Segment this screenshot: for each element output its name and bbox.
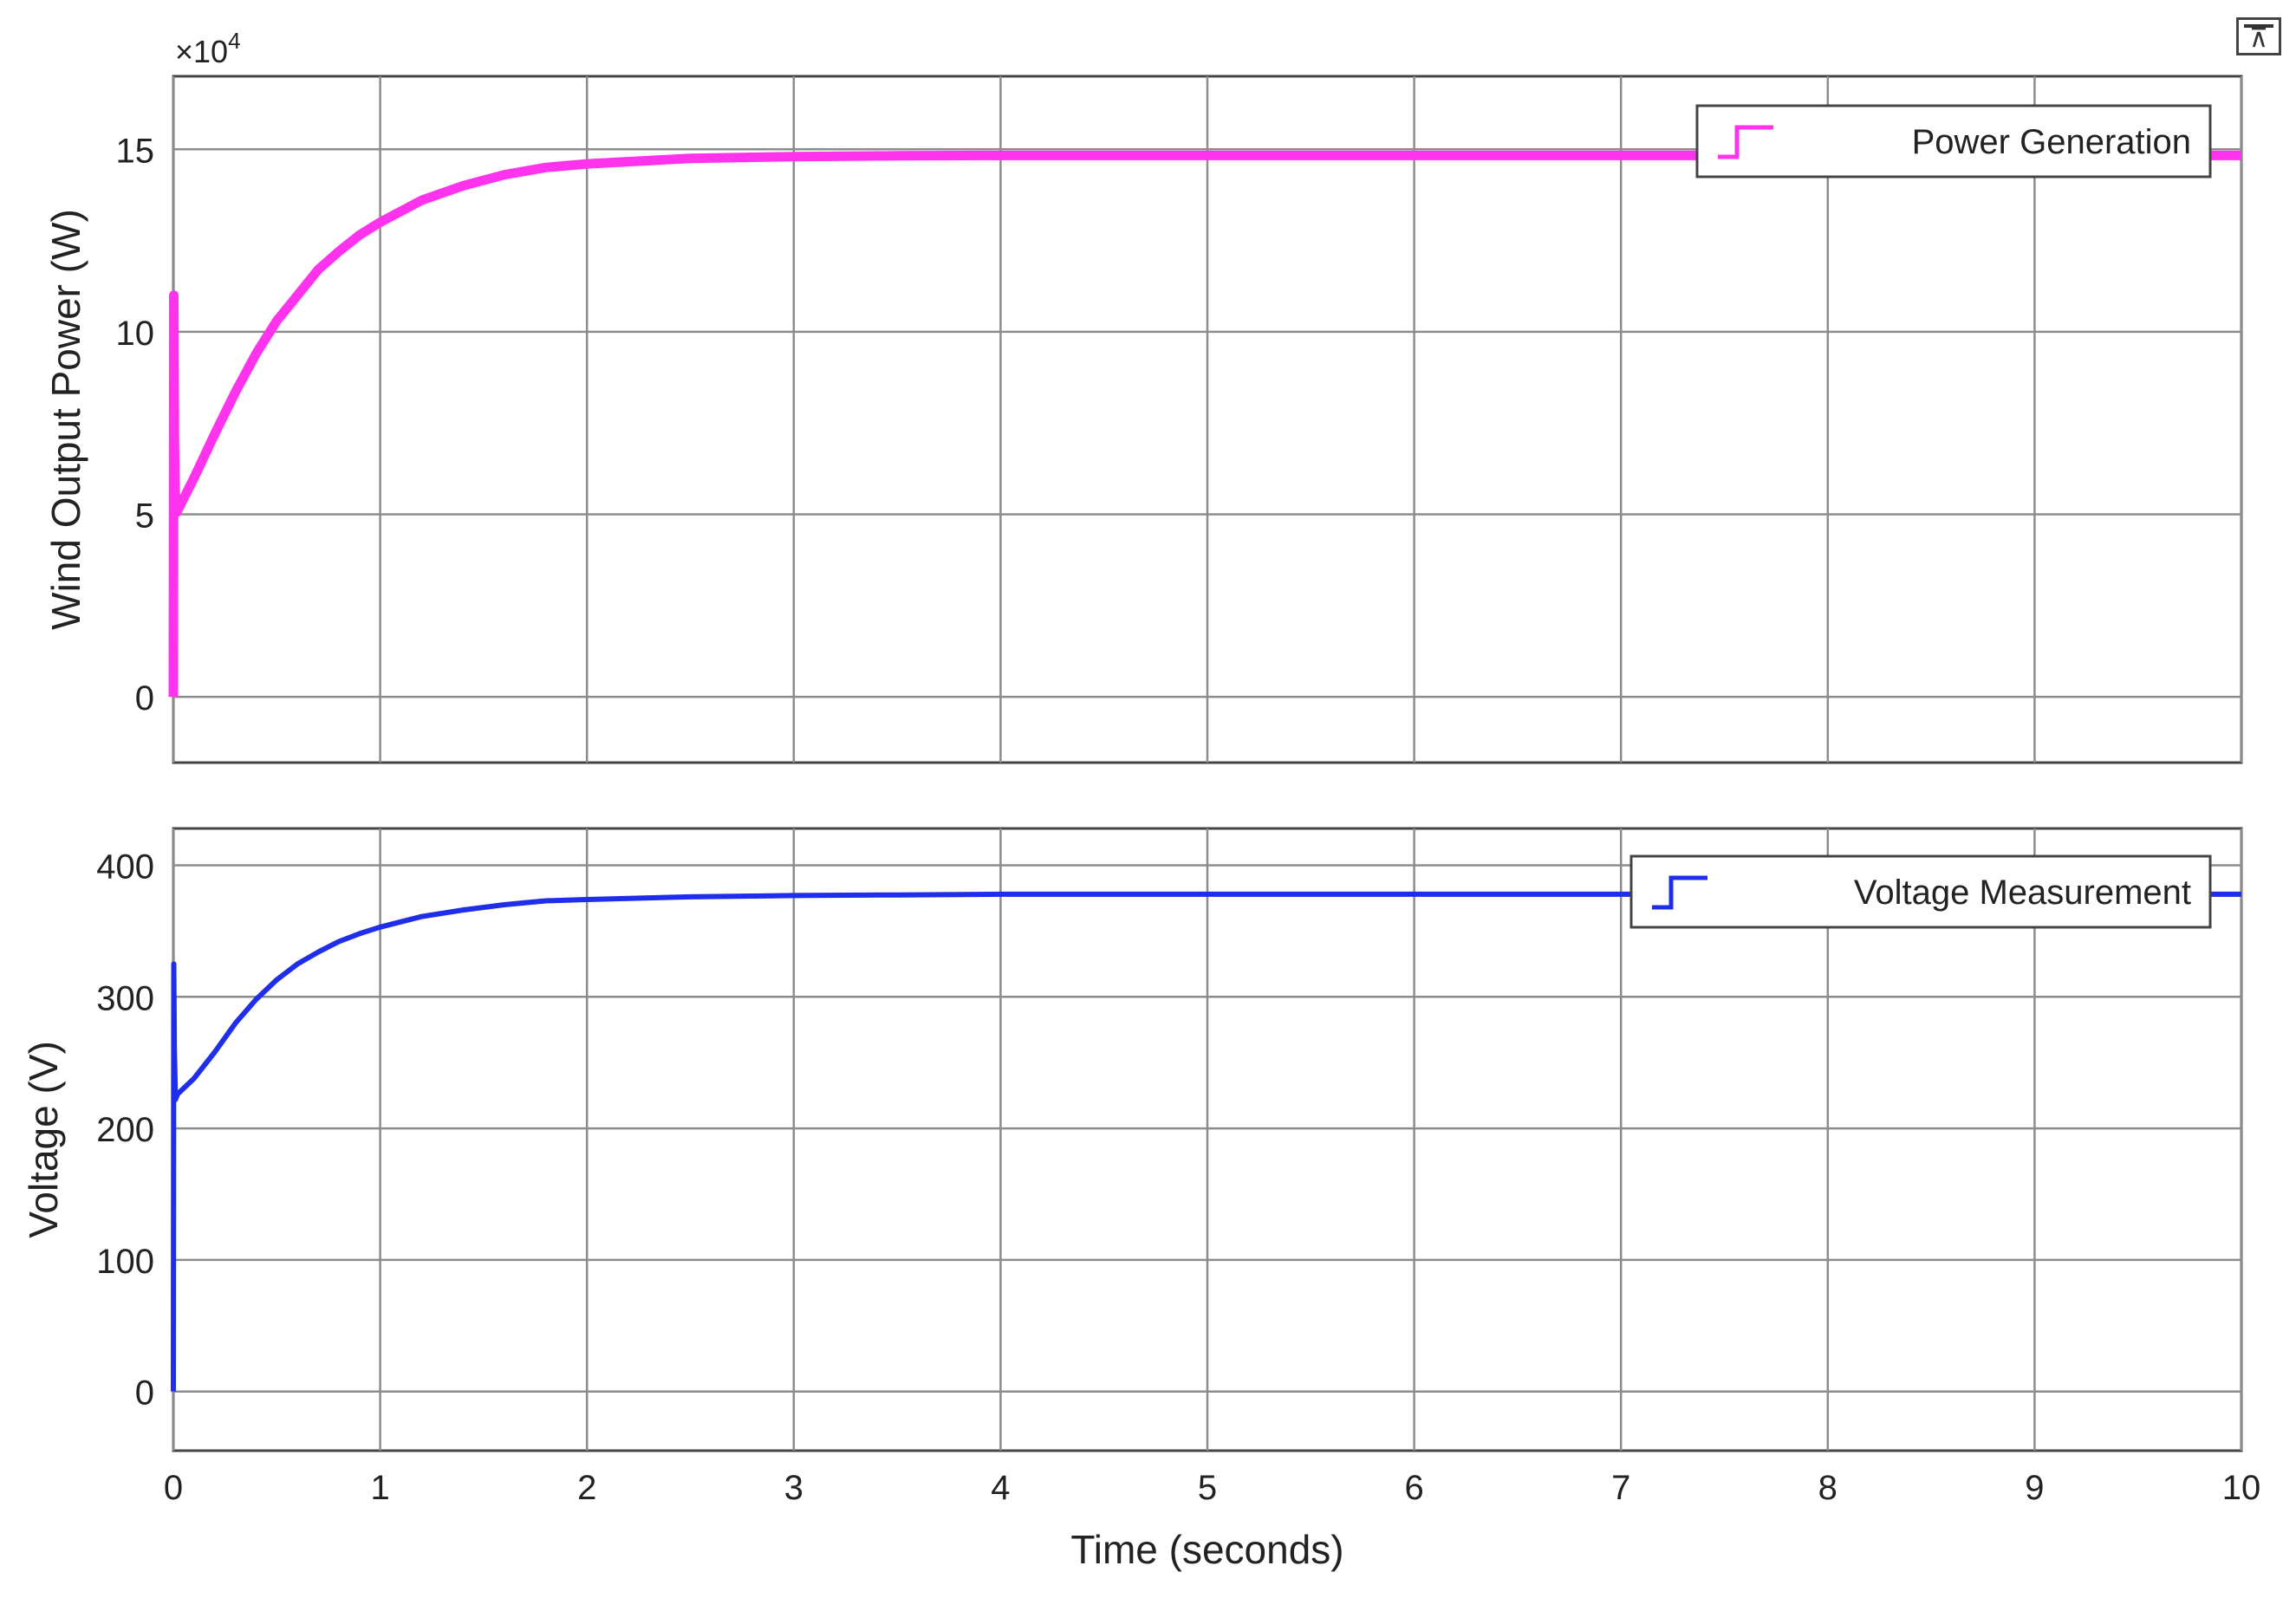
power-series-line [168, 150, 2241, 698]
voltage-legend[interactable]: Voltage Measurement [1629, 854, 2212, 929]
time-x-tick-label: 8 [1818, 1469, 1837, 1507]
voltage-y-tick-label: 0 [135, 1374, 154, 1413]
time-x-axis-label: Time (seconds) [1070, 1527, 1343, 1572]
time-x-tick-label: 7 [1611, 1469, 1630, 1507]
voltage-y-axis-label: Voltage (V) [21, 1041, 66, 1238]
voltage-y-tick-label: 200 [96, 1111, 154, 1149]
voltage-y-tick-label: 300 [96, 979, 154, 1017]
time-x-tick-label: 1 [370, 1469, 389, 1507]
time-x-tick-label: 9 [2025, 1469, 2044, 1507]
power-series [168, 150, 2241, 698]
time-x-tick-label: 10 [2222, 1469, 2261, 1507]
power-grid [172, 76, 2243, 763]
voltage-subplot: 0 100 200 300 400 0 1 2 3 4 5 6 7 8 9 10 Voltage Measu… [21, 827, 2260, 1572]
power-legend-box [1695, 104, 2212, 179]
power-y-tick-label: 10 [116, 315, 155, 353]
voltage-grid [172, 828, 2243, 1451]
undock-icon-bar [2244, 24, 2273, 28]
time-x-tick-label: 2 [577, 1469, 596, 1507]
power-y-ticks: 0 5 10 15 [116, 132, 155, 718]
time-x-tick-label: 0 [164, 1469, 183, 1507]
power-subplot: 0 5 10 15 Power Generation ×104 Wind Output… [43, 28, 2243, 764]
voltage-series-line [171, 891, 2241, 1392]
power-legend[interactable]: Power Generation [1695, 104, 2212, 179]
power-y-tick-label: 15 [116, 132, 155, 170]
power-legend-step-icon [1718, 125, 1773, 159]
voltage-y-tick-label: 400 [96, 848, 154, 887]
time-x-tick-label: 6 [1404, 1469, 1423, 1507]
time-x-tick-label: 5 [1198, 1469, 1217, 1507]
undock-icon-glyph: ⊼ [2249, 23, 2268, 54]
voltage-legend-box [1629, 854, 2212, 929]
time-x-ticks: 0 1 2 3 4 5 6 7 8 9 10 [164, 1469, 2260, 1507]
voltage-series [171, 891, 2241, 1392]
voltage-legend-label: Voltage Measurement [1854, 874, 2191, 912]
voltage-legend-step-icon [1652, 875, 1707, 910]
power-y-exponent: ×104 [175, 28, 241, 69]
power-y-axis-label: Wind Output Power (W) [43, 209, 88, 630]
time-x-tick-label: 4 [991, 1469, 1010, 1507]
undock-icon[interactable]: ⊼ [2236, 17, 2281, 55]
voltage-y-tick-label: 100 [96, 1243, 154, 1281]
voltage-y-ticks: 0 100 200 300 400 [96, 848, 154, 1413]
time-x-tick-label: 3 [784, 1469, 803, 1507]
power-legend-label: Power Generation [1912, 123, 2191, 161]
power-y-tick-label: 0 [135, 679, 154, 718]
power-y-tick-label: 5 [135, 497, 154, 536]
